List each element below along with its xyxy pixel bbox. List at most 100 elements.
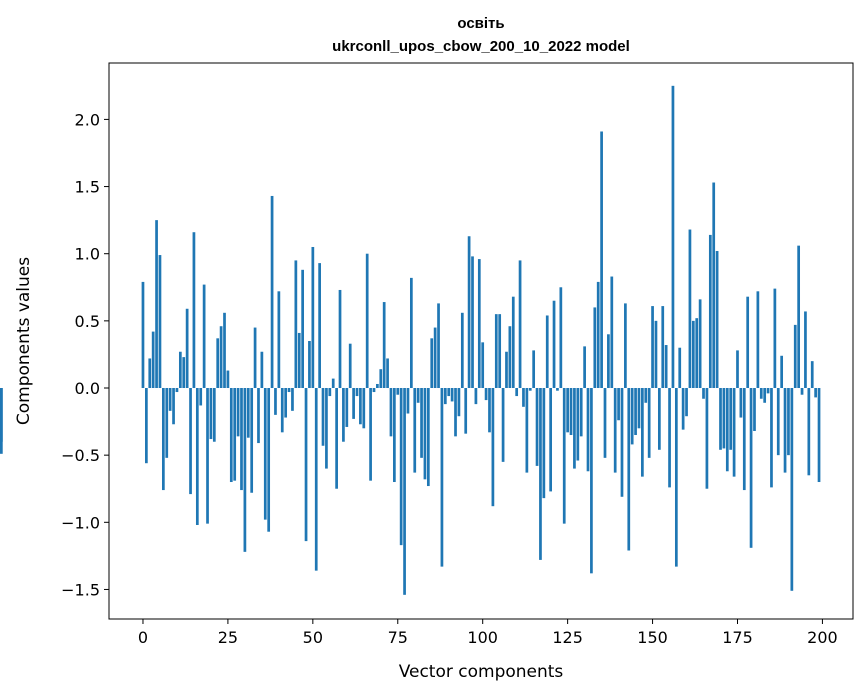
bar [229, 388, 233, 483]
bar [617, 388, 620, 421]
bar [328, 388, 332, 397]
bar [314, 388, 318, 571]
bar [681, 388, 685, 430]
bar [219, 326, 223, 389]
bar [321, 388, 325, 446]
bar [467, 236, 471, 389]
bar [511, 296, 515, 389]
bar [722, 388, 726, 449]
bar [206, 388, 209, 524]
bar [409, 277, 413, 389]
y-tick-label: 1.0 [75, 245, 100, 264]
bar [542, 388, 546, 499]
bar [379, 369, 383, 389]
bar [413, 388, 417, 473]
bar [246, 388, 250, 438]
bar [641, 388, 644, 477]
bar [647, 388, 651, 458]
bar [287, 388, 291, 393]
bar [474, 388, 478, 405]
bar [209, 388, 213, 440]
bar [416, 388, 420, 403]
bar [192, 232, 196, 389]
bar [403, 388, 406, 595]
bar [691, 320, 695, 389]
bar [525, 388, 529, 473]
bar [522, 388, 525, 407]
bar [471, 256, 474, 389]
bar [753, 388, 756, 431]
bar [450, 388, 454, 402]
bar [559, 287, 563, 389]
bar [545, 315, 549, 389]
bar [793, 324, 797, 389]
bar [630, 388, 634, 445]
bar [705, 388, 709, 489]
bar [277, 291, 281, 389]
bar [212, 388, 216, 442]
bar [603, 388, 607, 458]
y-tick-label: −1.5 [61, 580, 100, 599]
bar [399, 388, 403, 546]
bar [729, 388, 733, 450]
bar [671, 85, 675, 389]
bar [491, 388, 495, 507]
bar [484, 388, 488, 401]
bar [800, 388, 804, 395]
bar [783, 388, 787, 473]
bar [294, 260, 298, 389]
bar [195, 388, 199, 525]
bar [423, 388, 427, 480]
bar [613, 388, 617, 473]
bar [430, 338, 434, 389]
bar [161, 388, 165, 491]
bar [776, 388, 780, 456]
bar [698, 299, 702, 389]
bar [637, 388, 641, 429]
bar [661, 306, 665, 389]
bar [787, 388, 790, 456]
bar [284, 388, 288, 418]
bar [308, 341, 311, 389]
bar [535, 388, 539, 466]
bar [168, 388, 172, 411]
y-tick-label: 0.0 [75, 379, 100, 398]
bar [562, 388, 566, 524]
bar [0, 388, 3, 454]
bar [576, 388, 580, 461]
bar [736, 350, 739, 389]
bar [406, 388, 410, 414]
chart-title: освіть [457, 15, 504, 32]
bar [440, 388, 444, 567]
bar [719, 388, 722, 450]
bar [189, 388, 192, 495]
x-axis-label: Vector components [399, 662, 564, 682]
bar [355, 388, 359, 397]
bar [498, 314, 502, 389]
bar [297, 332, 301, 389]
bar [556, 388, 559, 391]
bar [644, 388, 648, 403]
x-tick-label: 0 [138, 628, 148, 647]
bar [814, 388, 817, 398]
bar [756, 291, 760, 389]
bar [488, 388, 491, 433]
bar [770, 388, 773, 488]
bar [732, 388, 736, 477]
bar [426, 388, 430, 487]
x-tick-label: 175 [722, 628, 753, 647]
bar [311, 246, 315, 389]
bar [607, 334, 610, 389]
bar [151, 331, 155, 389]
bar [345, 388, 349, 427]
bar [600, 131, 603, 389]
bar [664, 345, 668, 389]
bar [674, 388, 678, 567]
bar [386, 358, 389, 389]
x-tick-label: 100 [467, 628, 498, 647]
bar [250, 388, 254, 493]
bar [236, 388, 240, 437]
bar [610, 276, 614, 389]
bar [624, 303, 627, 389]
y-tick-label: 2.0 [75, 110, 100, 129]
